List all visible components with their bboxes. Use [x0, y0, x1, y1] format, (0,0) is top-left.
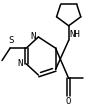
Text: N: N	[18, 59, 23, 68]
Text: NH: NH	[70, 30, 80, 39]
Text: S: S	[8, 36, 13, 45]
Text: O: O	[66, 97, 71, 106]
Text: N: N	[30, 32, 35, 41]
